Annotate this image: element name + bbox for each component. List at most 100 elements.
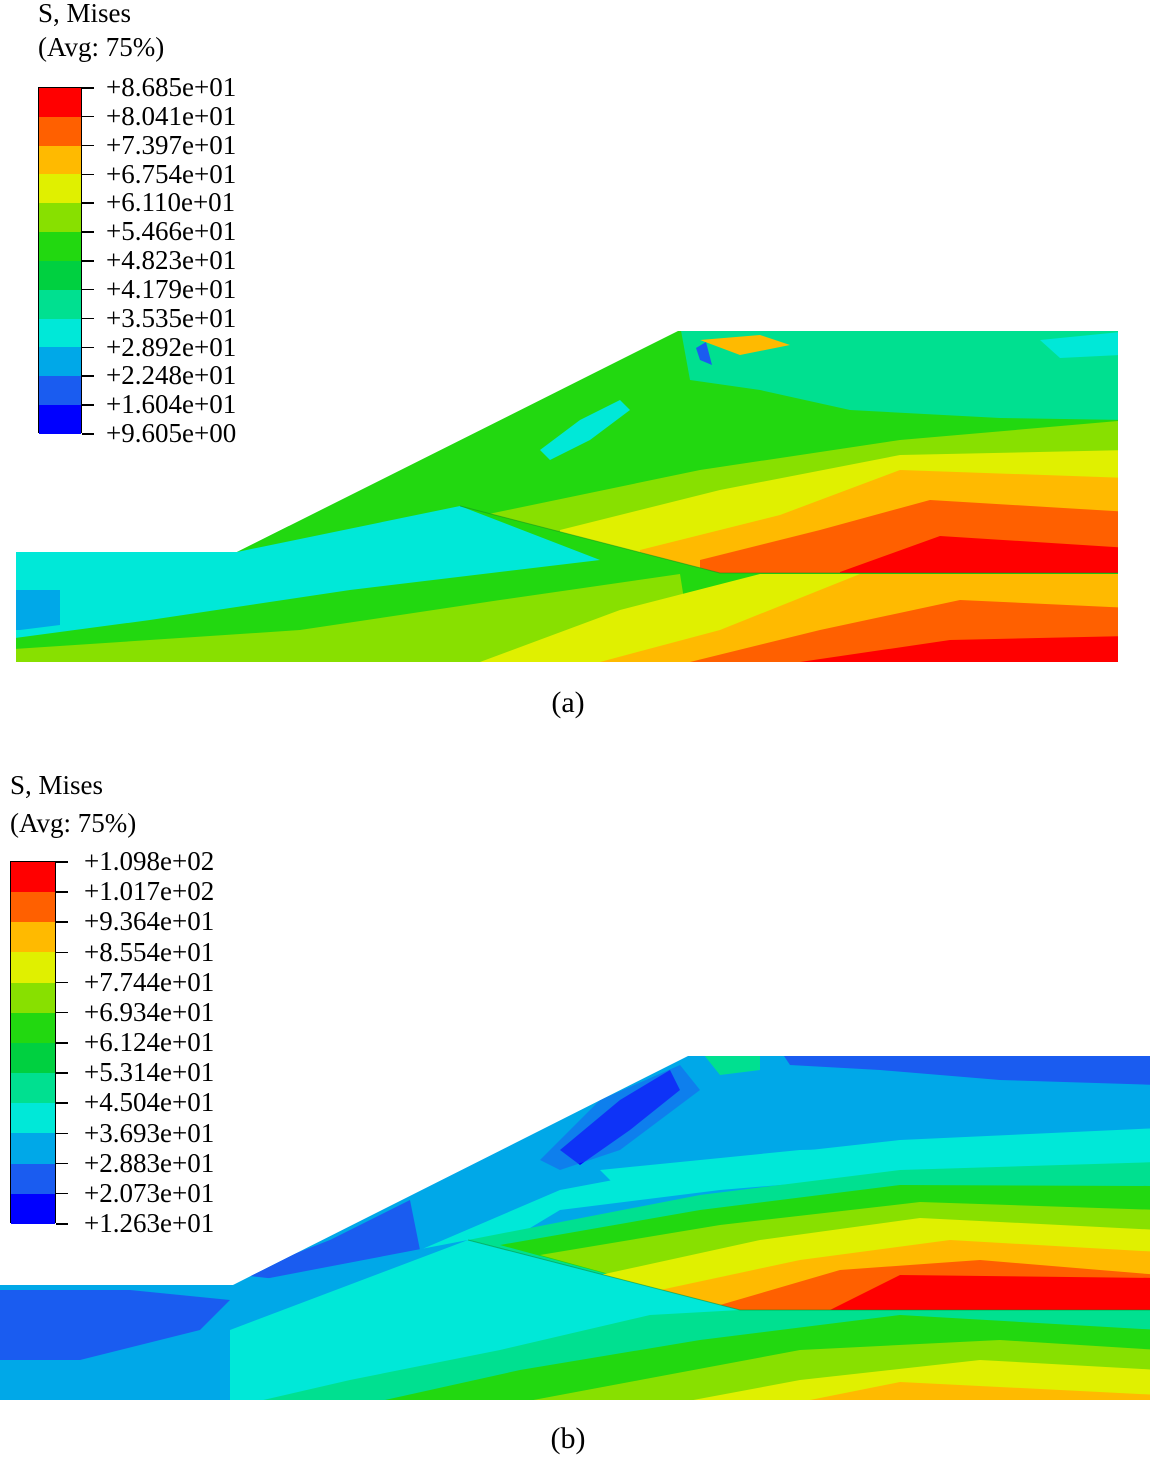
legend-swatch [39,347,81,377]
legend-tick [82,202,94,204]
legend-tick [82,115,94,118]
legend-tick [56,1132,68,1134]
legend-swatch [11,1193,55,1224]
legend-label: +1.263e+01 [84,1208,215,1238]
legend-swatch [39,174,81,204]
legend-color-bar [10,861,56,1224]
legend-label: +9.605e+00 [106,418,237,448]
contour-plot-b [0,1056,1150,1400]
legend-tick [56,1072,68,1074]
legend-tick [82,433,94,435]
legend-label: +5.314e+01 [84,1057,215,1088]
figure-panel-a: S, Mises (Avg: 75%) +8.685e+01 +8.041e+01… [16,0,1118,719]
legend-swatch [11,1012,55,1043]
figure-panel-b: S, Mises (Avg: 75%) +1.098e+02 +1.017e+02… [0,770,1150,1462]
legend-label: +1.604e+01 [106,389,237,420]
legend-tick [82,375,94,377]
panel-caption: (a) [551,686,585,719]
legend-tick [82,87,94,89]
legend-swatch [11,1103,55,1134]
legend-label: +2.073e+01 [84,1177,215,1208]
legend-tick [56,981,68,984]
legend-label: +4.179e+01 [106,273,237,304]
legend-tick [56,1011,68,1014]
legend-label: +6.754e+01 [106,158,237,189]
contour-band [680,331,1118,420]
legend-swatch [11,922,55,953]
legend-tick [56,1223,68,1225]
legend-label: +4.823e+01 [106,245,237,275]
legend-label: +8.685e+01 [106,72,237,102]
legend-color-bar [38,87,82,434]
legend-swatch [39,405,81,434]
legend-swatch [39,376,81,406]
legend-subtitle: (Avg: 75%) [38,32,165,62]
legend-label: +6.124e+01 [84,1027,215,1057]
legend-tick [56,861,68,863]
legend-swatch [11,892,55,923]
legend-tick [82,231,94,233]
legend-tick [82,260,94,262]
legend-label: +5.466e+01 [106,216,237,247]
contour-band [540,400,630,460]
legend-label: +6.934e+01 [84,996,215,1027]
legend-subtitle: (Avg: 75%) [10,808,137,838]
legend-label: +8.041e+01 [106,100,237,131]
legend-swatch [11,982,55,1013]
contour-band [700,335,790,355]
legend-swatch [11,952,55,983]
legend-label: +1.098e+02 [84,846,215,876]
legend-tick [56,951,68,953]
legend-swatch [39,318,81,348]
legend-title: S, Mises [38,0,132,28]
legend-tick [82,288,94,291]
contour-band [830,1275,1150,1310]
legend-swatch [39,116,81,146]
legend-tick [56,921,68,923]
legend-label: +3.535e+01 [106,302,237,333]
contour-band [0,1290,230,1360]
legend-swatch [39,289,81,319]
legend-label: +6.110e+01 [106,187,236,218]
contour-band [16,590,60,630]
legend-swatch [11,1163,55,1194]
layer-interface-line [467,1239,1150,1311]
legend-label: +1.017e+02 [84,876,215,907]
legend-label: +3.693e+01 [84,1117,215,1148]
contour-band [780,1056,1150,1085]
contour-band [1040,332,1118,358]
legend-tick [56,1162,68,1165]
legend-swatch [39,145,81,175]
legend-swatch [11,1133,55,1164]
legend-swatch [39,232,81,261]
legend-label: +4.504e+01 [84,1087,215,1118]
contour-band [16,574,700,662]
legend-label: +2.892e+01 [106,331,237,362]
legend-label: +2.883e+01 [84,1147,215,1178]
legend-swatch [11,862,55,893]
legend-tick [82,173,94,175]
legend-label: +7.397e+01 [106,129,237,160]
contour-band [696,342,712,365]
contour-band [840,536,1118,574]
legend-tick [82,404,94,406]
contour-band [16,506,600,640]
contour-band [760,1382,1150,1400]
legend-swatch [11,1042,55,1074]
legend-label: +9.364e+01 [84,906,215,937]
legend-swatch [39,203,81,233]
legend-title: S, Mises [10,770,104,800]
legend-tick [56,1192,68,1195]
legend-tick [56,1102,68,1104]
legend-tick [82,346,94,348]
contour-band [700,1056,760,1075]
layer-interface-line [459,505,1118,574]
contour-band [540,1065,700,1170]
contour-band [800,636,1118,662]
legend-label: +8.554e+01 [84,936,215,967]
legend-tick [82,144,94,147]
contour-plot-a [16,331,1118,662]
legend-tick [56,891,68,893]
legend-swatch [39,88,81,117]
legend-tick [56,1042,68,1044]
